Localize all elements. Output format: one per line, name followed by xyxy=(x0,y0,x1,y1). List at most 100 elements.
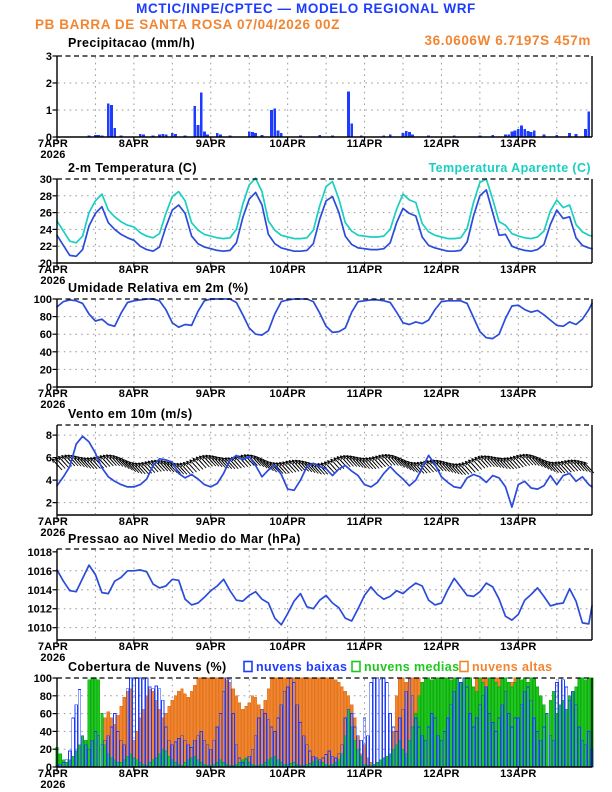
precip-bar xyxy=(388,134,392,137)
y-tick-label: 1016 xyxy=(28,566,52,578)
precip-bar xyxy=(183,135,187,137)
cloud-legend: nuvens baixas nuvens medias nuvens altas xyxy=(243,660,552,674)
y-tick-label: 0 xyxy=(46,762,52,774)
precip-bar xyxy=(407,132,411,137)
pres-grid xyxy=(58,550,591,639)
header-location: 36.0606W 6.7197S 457m xyxy=(425,33,591,48)
x-year-label: 2026 xyxy=(40,149,65,161)
precip-bar xyxy=(254,132,258,137)
y-tick-label: 100 xyxy=(34,673,52,685)
precip-bar xyxy=(110,105,113,137)
y-tick-label: 30 xyxy=(40,174,52,186)
precip-bar xyxy=(97,135,101,137)
temp-series xyxy=(56,177,593,258)
y-tick-label: 2 xyxy=(46,78,52,90)
y-tick-label: 6 xyxy=(46,453,52,465)
pres-line-line_blue xyxy=(56,564,593,626)
x-tick-label: 7APR xyxy=(38,138,68,150)
temp-grid xyxy=(58,180,591,262)
y-tick-label: 1012 xyxy=(28,604,52,616)
x-tick-label: 8APR xyxy=(119,138,149,150)
x-tick-label: 7APR xyxy=(38,516,68,528)
precip-bar xyxy=(542,134,546,137)
x-tick-label: 13APR xyxy=(500,264,536,276)
x-tick-label: 10APR xyxy=(269,768,305,780)
precip-bar xyxy=(276,130,280,137)
x-tick-label: 10APR xyxy=(269,264,305,276)
precip-bar xyxy=(164,134,168,137)
precip-bar xyxy=(170,132,174,137)
y-tick-label: 1 xyxy=(46,105,52,117)
x-tick-label: 8APR xyxy=(119,768,149,780)
precip-bar xyxy=(196,124,200,137)
x-year-label: 2026 xyxy=(40,527,65,539)
precip-bar xyxy=(218,134,222,137)
precip-bar xyxy=(279,132,283,137)
precip-bar xyxy=(251,132,254,137)
wind-title: Vento em 10m (m/s) xyxy=(68,407,193,421)
x-year-label: 2026 xyxy=(40,275,65,287)
precip-bar xyxy=(478,135,482,137)
x-tick-label: 7APR xyxy=(38,641,68,653)
precip-bar xyxy=(273,108,277,137)
x-tick-label: 13APR xyxy=(500,138,536,150)
x-tick-label: 10APR xyxy=(269,388,305,400)
precip-bar xyxy=(510,131,514,137)
legend-label-blue: nuvens baixas xyxy=(256,660,347,674)
temp-line-line_blue xyxy=(56,189,593,258)
temp-line-cyan xyxy=(56,177,593,244)
x-tick-label: 11APR xyxy=(347,138,383,150)
x-tick-label: 7APR xyxy=(38,388,68,400)
precip-title: Precipitacao (mm/h) xyxy=(68,36,195,50)
precip-bar xyxy=(555,134,559,137)
precip-bar xyxy=(199,92,203,137)
x-tick-label: 13APR xyxy=(500,641,536,653)
precip-bar xyxy=(584,128,587,137)
x-tick-label: 13APR xyxy=(500,516,536,528)
precip-bar xyxy=(427,135,431,137)
y-tick-label: 8 xyxy=(46,430,52,442)
precip-bar xyxy=(106,103,110,137)
x-tick-label: 9APR xyxy=(196,264,226,276)
pres-title: Pressao ao Nivel Medio do Mar (hPa) xyxy=(68,532,301,546)
precip-bar xyxy=(228,135,232,137)
x-tick-label: 8APR xyxy=(119,264,149,276)
rh-title: Umidade Relativa em 2m (%) xyxy=(68,281,249,295)
precip-bar xyxy=(568,132,571,137)
precip-bar xyxy=(138,133,142,137)
y-tick-label: 24 xyxy=(40,224,53,236)
x-tick-label: 9APR xyxy=(196,516,226,528)
legend-swatch-green xyxy=(351,660,361,673)
x-tick-label: 12APR xyxy=(423,516,459,528)
header-station: PB BARRA DE SANTA ROSA xyxy=(35,17,233,32)
precip-bar xyxy=(113,128,117,137)
x-tick-label: 9APR xyxy=(196,768,226,780)
precip-bar xyxy=(529,132,533,137)
wind-barbs xyxy=(51,453,595,475)
rh-line-line_blue xyxy=(56,298,593,340)
precip-bar xyxy=(516,128,520,137)
legend-swatch-orange xyxy=(459,660,469,673)
precip-bar xyxy=(350,123,354,137)
precip-bar xyxy=(404,131,408,137)
temp-title-right: Temperatura Aparente (C) xyxy=(429,161,591,175)
precip-bar xyxy=(202,131,206,137)
y-tick-label: 100 xyxy=(34,294,52,306)
x-tick-label: 10APR xyxy=(269,516,305,528)
legend-label-green: nuvens medias xyxy=(364,660,460,674)
y-tick-label: 20 xyxy=(40,744,52,756)
y-tick-label: 80 xyxy=(40,691,52,703)
precip-bar xyxy=(318,134,322,137)
precip-bar xyxy=(119,135,123,137)
x-tick-label: 11APR xyxy=(347,516,383,528)
